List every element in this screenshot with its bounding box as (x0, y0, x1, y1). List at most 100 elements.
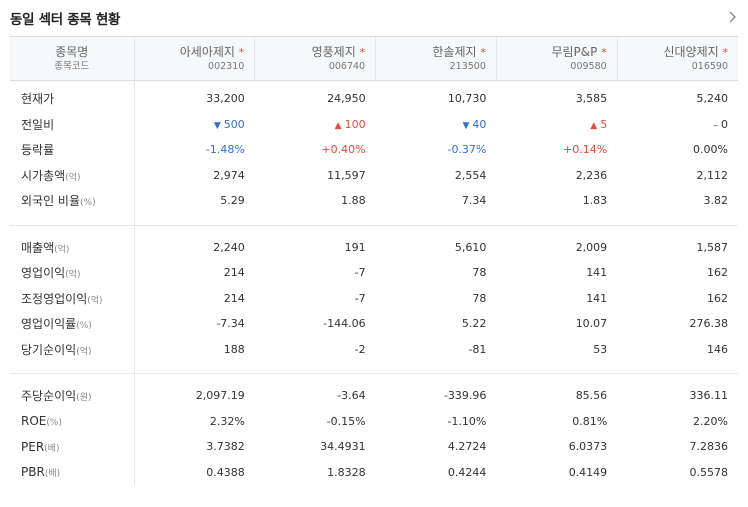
company-header[interactable]: 신대양제지 * 016590 (616, 36, 738, 81)
company-name[interactable]: 신대양제지 (663, 44, 719, 59)
cell-value: -2 (354, 342, 366, 356)
value-cell: 276.38 (617, 311, 738, 337)
cell-value: 7.34 (461, 194, 487, 208)
value-cell: 214 (134, 260, 255, 286)
cell-value: 2.20% (693, 414, 728, 428)
row-label-text: 조정영업이익 (21, 291, 88, 306)
change-value: 5 (600, 117, 608, 131)
value-cell: 336.11 (617, 383, 738, 409)
row-label-change: 전일비 (10, 111, 135, 137)
unit-label: (억) (54, 244, 70, 255)
unit-label: (억) (65, 270, 81, 281)
cell-value: -81 (468, 342, 487, 356)
cell-value: 2,240 (213, 240, 245, 254)
row-label-rate: 등락률 (10, 137, 135, 163)
sector-comparison-table: 종목명 종목코드 아세아제지 * 002310 영풍제지 * 006740 한솔… (10, 36, 738, 485)
cell-value: 33,200 (206, 92, 245, 106)
company-header[interactable]: 무림P&P * 009580 (495, 36, 618, 81)
value-cell: -7.34 (134, 311, 255, 337)
cell-value: 2.32% (209, 414, 245, 428)
unit-label: (원) (76, 393, 92, 404)
spacer-row (10, 80, 738, 86)
value-cell: 11,597 (255, 163, 376, 189)
value-cell: 1.83 (496, 188, 617, 214)
cell-value: 5.22 (461, 317, 487, 331)
cell-value: -1.10% (447, 414, 487, 428)
row-label-foreign: 외국인 비율(%) (10, 188, 135, 214)
row-label-text: 외국인 비율 (21, 194, 81, 209)
company-name[interactable]: 아세아제지 (179, 44, 235, 59)
cell-value: -7.34 (216, 317, 245, 331)
value-cell: 141 (496, 260, 617, 286)
value-cell: 10.07 (496, 311, 617, 337)
cell-value: -7 (354, 266, 366, 280)
company-name[interactable]: 무림P&P (551, 44, 598, 59)
spacer-cell (134, 362, 738, 374)
spacer-cell (10, 225, 135, 235)
down-arrow-icon: ▼ (213, 120, 221, 131)
value-cell: 0.5578 (617, 460, 738, 486)
company-header[interactable]: 아세아제지 * 002310 (133, 36, 255, 81)
row-label-text: 현재가 (21, 92, 55, 107)
change-value: 40 (472, 117, 487, 131)
star-icon: * (601, 45, 607, 59)
row-label-text: PER (21, 439, 45, 454)
value-cell: 6.0373 (496, 434, 617, 460)
value-cell: 1.88 (255, 188, 376, 214)
section-title: 동일 섹터 종목 현황 (10, 12, 121, 28)
company-code: 016590 (691, 60, 728, 72)
cell-value: 6.0373 (568, 440, 608, 454)
table-row: ROE(%) 2.32% -0.15% -1.10% 0.81% 2.20% (10, 408, 738, 434)
spacer-row (10, 373, 738, 384)
chevron-right-icon[interactable] (727, 10, 737, 24)
section-divider (10, 362, 738, 374)
code-header: 종목코드 (54, 60, 90, 72)
value-cell: 191 (255, 235, 376, 261)
change-value: 500 (223, 117, 245, 131)
cell-value: 214 (223, 266, 245, 280)
cell-value: 188 (223, 342, 245, 356)
value-cell: 24,950 (255, 86, 376, 112)
value-cell: -1.48% (134, 137, 255, 163)
company-header[interactable]: 영풍제지 * 006740 (254, 36, 376, 81)
cell-value: 336.11 (689, 389, 729, 403)
unit-label: (억) (76, 346, 92, 357)
table-row: 시가총액(억) 2,974 11,597 2,554 2,236 2,112 (10, 162, 738, 189)
value-cell: ▼ 40 (376, 112, 497, 138)
table-row: 전일비 ▼ 500 ▲ 100 ▼ 40 ▲ 5–0 (10, 111, 738, 138)
cell-value: 1.8328 (327, 465, 366, 479)
row-label-roe: ROE(%) (10, 408, 135, 434)
value-cell: 2,974 (134, 163, 255, 189)
cell-value: 2,112 (696, 168, 729, 182)
row-label-sales: 매출액(억) (10, 234, 135, 260)
cell-value: 78 (472, 266, 487, 280)
company-name[interactable]: 영풍제지 (311, 44, 356, 59)
company-code: 009580 (570, 60, 607, 72)
value-cell: 162 (617, 286, 738, 312)
value-cell: +0.14% (496, 137, 617, 163)
value-cell: 34.4931 (255, 434, 376, 460)
cell-value: 141 (586, 266, 608, 280)
spacer-cell (134, 374, 738, 384)
row-label-text: 매출액 (21, 240, 55, 255)
cell-value: -3.64 (337, 389, 366, 403)
value-cell: 146 (617, 337, 738, 363)
cell-value: 3.7382 (206, 440, 245, 454)
unit-label: (%) (80, 198, 96, 209)
spacer-row (10, 225, 738, 235)
cell-value: -7 (354, 291, 366, 305)
cell-value: 141 (586, 291, 608, 305)
spacer-cell (10, 362, 135, 374)
value-cell: 2,097.19 (134, 383, 255, 409)
value-cell: 3,585 (496, 86, 617, 112)
company-header[interactable]: 한솔제지 * 213500 (375, 36, 497, 81)
value-cell: 0.00% (617, 137, 738, 163)
change-value: 0 (721, 117, 728, 131)
cell-value: 0.00% (693, 143, 728, 157)
company-code: 213500 (449, 60, 486, 72)
cell-value: 146 (707, 342, 728, 356)
company-name[interactable]: 한솔제지 (432, 44, 477, 59)
cell-value: +0.40% (321, 143, 366, 157)
value-cell: ▼ 500 (134, 112, 255, 138)
up-arrow-icon: ▲ (334, 120, 342, 131)
